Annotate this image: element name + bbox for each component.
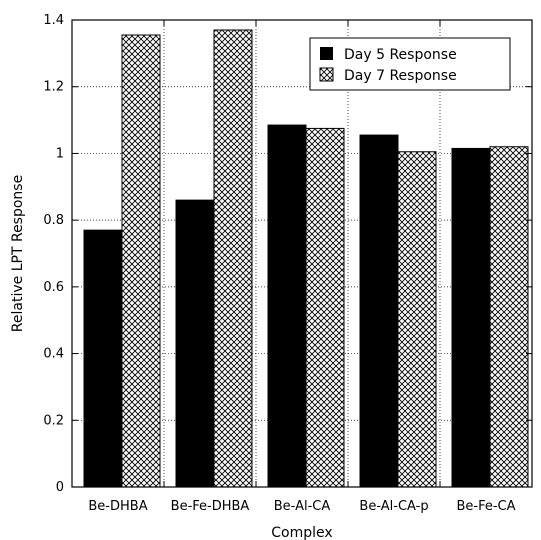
y-tick-label: 0.2 — [43, 413, 64, 428]
x-tick-label: Be-Al-CA — [274, 499, 331, 514]
y-tick-label: 0 — [56, 480, 64, 495]
y-tick-label: 0.4 — [43, 347, 64, 362]
x-tick-label: Be-Al-CA-p — [359, 499, 428, 514]
bar-day5-be-fe-ca — [451, 147, 491, 488]
y-axis-title: Relative LPT Response — [10, 175, 26, 332]
legend-label-day7: Day 7 Response — [344, 68, 457, 84]
y-tick-labels: 0 0.2 0.4 0.6 0.8 1 1.2 1.4 — [43, 13, 64, 495]
legend: Day 5 Response Day 7 Response — [309, 37, 511, 91]
legend-swatch-day7 — [319, 67, 334, 82]
bar-day7-be-al-ca — [305, 127, 345, 488]
x-axis-title: Complex — [271, 525, 332, 540]
legend-swatch-day5 — [320, 47, 333, 60]
bar-day5-be-al-ca — [267, 124, 307, 488]
bar-day7-be-fe-dhba — [213, 29, 253, 488]
bar-day5-be-dhba — [83, 229, 123, 488]
legend-box — [309, 37, 511, 91]
y-tick-label: 1.2 — [43, 80, 64, 95]
bar-day7-be-dhba — [121, 34, 161, 488]
bar-day5-be-al-ca-p — [359, 134, 399, 488]
y-tick-label: 1 — [56, 146, 64, 161]
y-tick-label: 1.4 — [43, 13, 64, 28]
bar-day5-be-fe-dhba — [175, 199, 215, 488]
legend-label-day5: Day 5 Response — [344, 47, 457, 63]
x-tick-label: Be-Fe-CA — [456, 499, 515, 514]
y-tick-label: 0.8 — [43, 213, 64, 228]
bar-day7-be-fe-ca — [489, 146, 529, 488]
x-tick-label: Be-Fe-DHBA — [171, 499, 250, 514]
x-tick-labels: Be-DHBA Be-Fe-DHBA Be-Al-CA Be-Al-CA-p Be-Fe… — [88, 499, 515, 514]
x-tick-label: Be-DHBA — [88, 499, 147, 514]
bar-day7-be-al-ca-p — [397, 151, 437, 488]
y-tick-label: 0.6 — [43, 280, 64, 295]
bars — [83, 29, 529, 488]
axis-ticks — [72, 19, 532, 488]
plot-frame — [71, 19, 533, 488]
